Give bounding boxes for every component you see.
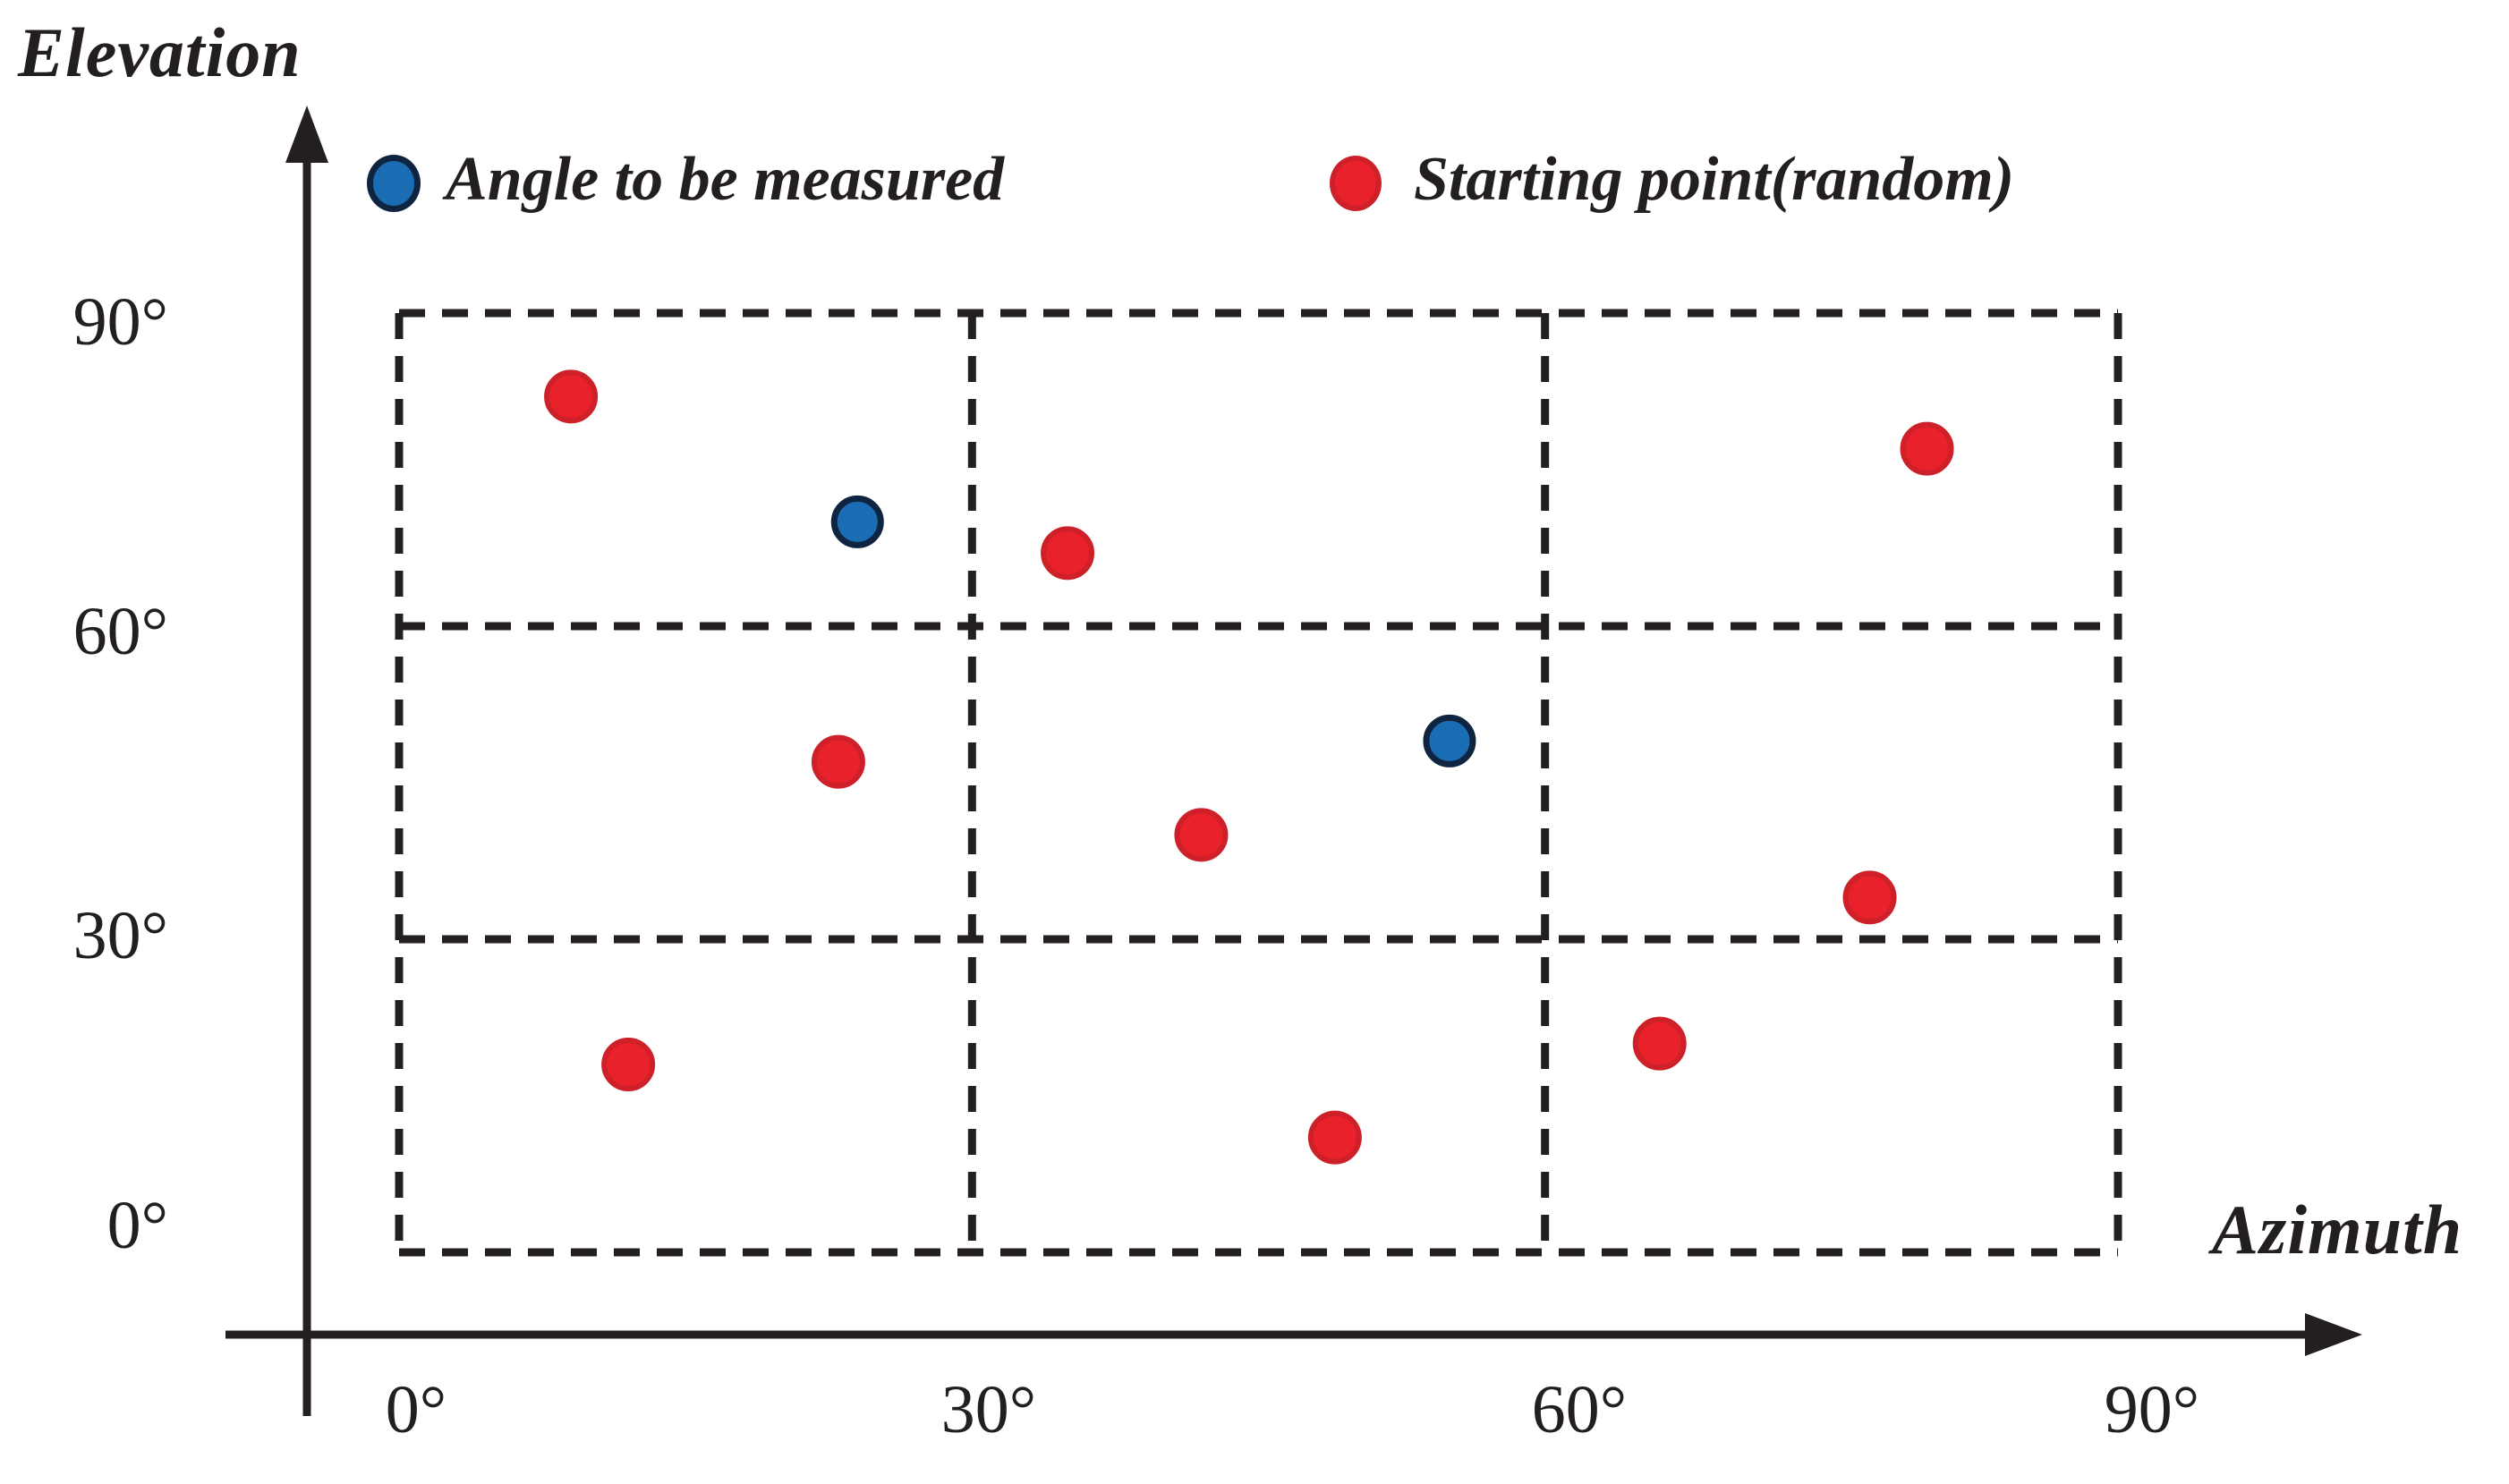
- legend-label: Starting point(random): [1414, 145, 2015, 214]
- x-tick-0: 0°: [385, 1372, 447, 1447]
- x-axis-title: Azimuth: [2212, 1191, 2463, 1268]
- x-tick-90: 90°: [2104, 1372, 2200, 1447]
- y-tick-60: 60°: [72, 594, 168, 669]
- legend-label: Angle to be measured: [446, 145, 1005, 214]
- data-point-starting-point: [1632, 1016, 1687, 1071]
- data-point-starting-point: [1041, 526, 1095, 581]
- blue-circle-icon: [367, 155, 421, 212]
- legend-item-starting-point: Starting point(random): [1330, 148, 2014, 215]
- data-point-starting-point: [601, 1038, 656, 1091]
- data-point-starting-point: [811, 734, 865, 789]
- x-tick-60: 60°: [1531, 1372, 1628, 1447]
- red-circle-icon: [1330, 156, 1382, 211]
- legend: Angle to be measured Starting point(rand…: [0, 148, 2509, 268]
- x-axis-arrowhead: [2305, 1313, 2362, 1356]
- data-point-starting-point: [1307, 1110, 1362, 1165]
- data-point-angle-to-be-measured: [830, 495, 884, 548]
- data-point-angle-to-be-measured: [1423, 714, 1476, 767]
- data-point-starting-point: [544, 369, 599, 424]
- y-axis-arrowhead: [285, 106, 328, 163]
- legend-item-angle-to-be-measured: Angle to be measured: [367, 148, 1004, 215]
- y-axis-title: Elevation: [18, 13, 302, 91]
- x-tick-30: 30°: [940, 1372, 1037, 1447]
- y-tick-90: 90°: [72, 284, 168, 360]
- data-point-starting-point: [1174, 808, 1229, 862]
- data-point-starting-point: [1842, 870, 1897, 925]
- data-point-starting-point: [1900, 421, 1954, 476]
- y-tick-30: 30°: [72, 898, 168, 973]
- y-tick-0: 0°: [106, 1188, 168, 1263]
